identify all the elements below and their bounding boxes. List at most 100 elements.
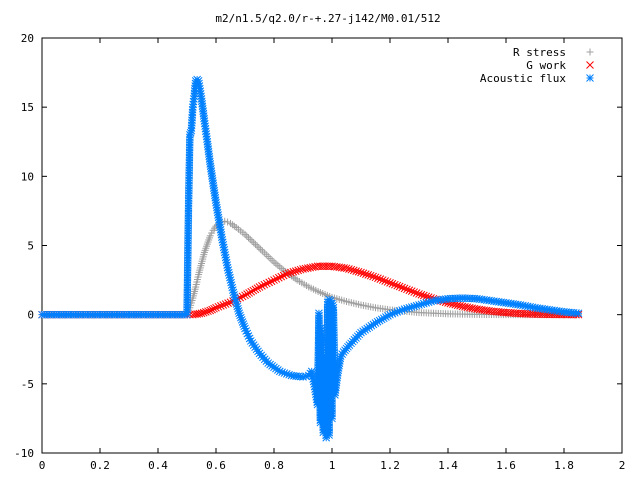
marker-cross xyxy=(405,286,414,295)
marker-cross xyxy=(208,305,216,314)
marker-plus xyxy=(276,263,284,271)
marker-cross xyxy=(282,270,290,279)
marker-cross xyxy=(265,278,274,287)
marker-cross xyxy=(366,271,375,280)
marker-plus xyxy=(221,217,229,225)
marker-cross xyxy=(303,264,312,272)
marker-cross xyxy=(463,303,472,312)
marker-cross xyxy=(270,276,278,284)
marker-cross xyxy=(284,269,293,278)
marker-cross xyxy=(260,280,269,289)
chart-title: m2/n1.5/q2.0/r-+.27-j142/M0.01/512 xyxy=(215,12,440,25)
legend-marker xyxy=(586,61,594,69)
marker-cross xyxy=(306,263,315,272)
data-points xyxy=(38,75,583,442)
marker-cross xyxy=(272,275,281,283)
marker-cross xyxy=(214,302,223,311)
marker-plus xyxy=(257,245,265,253)
marker-cross xyxy=(349,266,358,275)
legend-marker xyxy=(586,48,594,56)
marker-plus xyxy=(224,218,232,226)
x-tick-label: 1.8 xyxy=(554,459,574,472)
marker-cross xyxy=(354,267,363,276)
marker-plus xyxy=(241,230,249,238)
marker-cross xyxy=(289,267,298,276)
marker-cross xyxy=(451,300,460,309)
marker-cross xyxy=(419,291,428,300)
marker-cross xyxy=(204,307,212,316)
marker-cross xyxy=(403,285,411,294)
y-tick-label: 0 xyxy=(27,309,34,322)
series-2 xyxy=(38,75,583,442)
marker-cross xyxy=(219,301,228,309)
marker-cross xyxy=(465,303,474,312)
marker-cross xyxy=(221,300,230,308)
marker-cross xyxy=(381,277,390,285)
marker-cross xyxy=(458,302,467,311)
marker-plus xyxy=(246,235,254,243)
marker-cross xyxy=(359,269,368,278)
x-tick-label: 0 xyxy=(39,459,46,472)
marker-cross xyxy=(249,286,258,295)
marker-star xyxy=(299,373,307,381)
marker-cross xyxy=(243,290,251,298)
legend-label: R stress xyxy=(513,46,566,59)
marker-cross xyxy=(206,306,215,315)
x-tick-label: 1.4 xyxy=(438,459,458,472)
marker-cross xyxy=(395,282,404,291)
marker-cross xyxy=(199,308,208,317)
x-tick-label: 0.6 xyxy=(206,459,226,472)
marker-cross xyxy=(461,302,469,311)
marker-plus xyxy=(250,239,258,247)
marker-star xyxy=(574,309,583,318)
y-tick-label: 5 xyxy=(27,240,34,253)
marker-cross xyxy=(279,271,288,280)
x-tick-label: 0.4 xyxy=(148,459,168,472)
marker-cross xyxy=(345,265,353,273)
marker-cross xyxy=(374,274,382,283)
marker-plus xyxy=(251,240,259,248)
y-tick-label: -5 xyxy=(21,378,34,391)
marker-plus xyxy=(255,244,263,252)
marker-cross xyxy=(212,303,220,312)
marker-cross xyxy=(216,302,225,310)
marker-cross xyxy=(197,309,206,318)
marker-cross xyxy=(308,263,317,272)
marker-cross xyxy=(386,278,394,287)
marker-cross xyxy=(410,288,419,296)
marker-cross xyxy=(247,287,256,296)
marker-cross xyxy=(468,304,477,313)
marker-cross xyxy=(352,267,361,275)
marker-cross xyxy=(340,264,348,272)
marker-cross xyxy=(277,272,286,281)
marker-cross xyxy=(412,289,421,297)
marker-cross xyxy=(253,284,262,293)
marker-cross xyxy=(376,275,385,284)
legend-label: Acoustic flux xyxy=(480,72,566,85)
marker-cross xyxy=(262,279,271,288)
y-tick-label: 15 xyxy=(21,101,34,114)
marker-cross xyxy=(241,291,249,300)
marker-plus xyxy=(274,261,282,269)
x-tick-label: 0.2 xyxy=(90,459,110,472)
marker-cross xyxy=(195,309,204,318)
marker-plus xyxy=(264,253,272,261)
marker-cross xyxy=(251,285,260,294)
legend-label: G work xyxy=(526,59,566,72)
marker-cross xyxy=(398,283,406,292)
marker-cross xyxy=(201,308,210,316)
marker-cross xyxy=(417,290,426,299)
marker-cross xyxy=(210,304,218,313)
marker-cross xyxy=(364,271,373,279)
marker-cross xyxy=(245,289,253,297)
marker-plus xyxy=(270,258,278,266)
marker-plus xyxy=(258,247,266,255)
marker-cross xyxy=(296,265,305,274)
marker-cross xyxy=(383,278,392,286)
marker-cross xyxy=(291,267,300,275)
marker-plus xyxy=(266,254,274,262)
marker-cross xyxy=(294,266,303,275)
marker-cross xyxy=(238,292,247,301)
marker-plus xyxy=(262,251,270,259)
